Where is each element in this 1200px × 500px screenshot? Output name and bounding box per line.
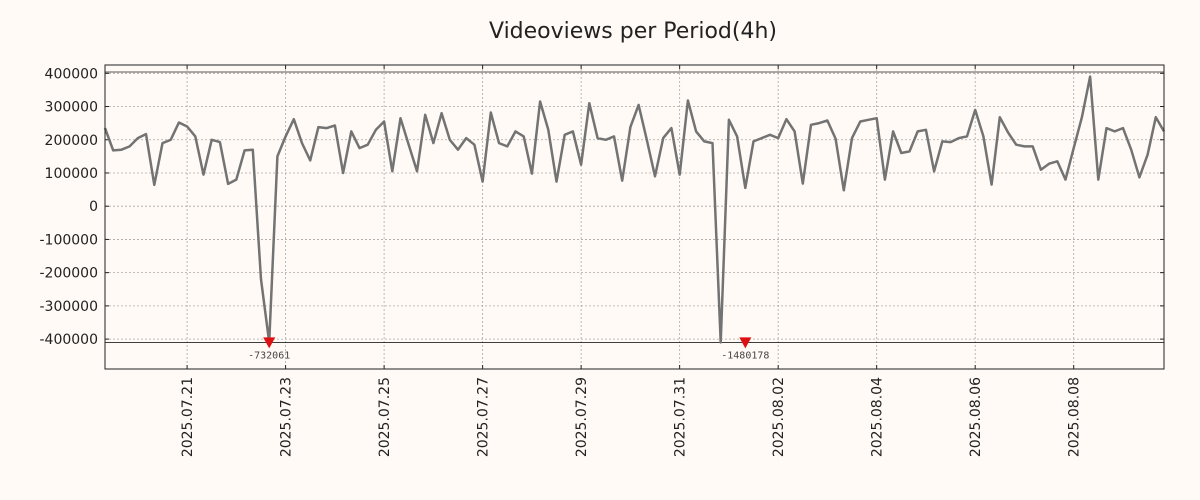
- x-tick-label: 2025.08.04: [870, 377, 886, 457]
- y-tick-label: 300000: [45, 100, 98, 116]
- y-tick-label: 200000: [45, 133, 98, 149]
- x-tick-label: 2025.07.21: [180, 377, 196, 457]
- x-tick-label: 2025.07.27: [476, 377, 492, 457]
- y-tick-label: 0: [89, 199, 98, 215]
- outlier-marker: [263, 337, 276, 349]
- chart-title: Videoviews per Period(4h): [489, 19, 777, 44]
- plot-frame: [104, 64, 1165, 370]
- y-tick-label: -300000: [40, 299, 99, 315]
- x-tick-label: 2025.07.31: [673, 377, 689, 457]
- y-tick-label: 100000: [45, 166, 98, 182]
- y-tick-label: 400000: [45, 66, 98, 82]
- x-tick-label: 2025.07.29: [574, 377, 590, 457]
- outlier-marker: [739, 337, 752, 349]
- y-tick-label: -400000: [40, 332, 99, 348]
- y-tick-label: -100000: [40, 232, 99, 248]
- x-tick-label: 2025.07.25: [377, 377, 393, 457]
- x-tick-label: 2025.08.02: [771, 377, 787, 457]
- outlier-label: -732061: [248, 350, 290, 361]
- x-tick-label: 2025.08.06: [968, 377, 984, 457]
- outlier-label: -1480178: [721, 350, 769, 361]
- series-line: [103, 75, 1166, 344]
- x-tick-label: 2025.08.08: [1067, 377, 1083, 457]
- plot-area: [105, 65, 1164, 369]
- x-tick-label: 2025.07.23: [279, 377, 295, 457]
- y-tick-label: -200000: [40, 266, 99, 282]
